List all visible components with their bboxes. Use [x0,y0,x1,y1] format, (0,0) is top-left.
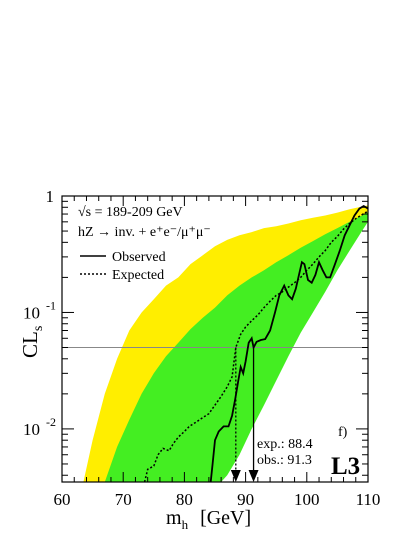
y-tick-label: 10 [23,420,40,439]
plot-frame [61,195,369,483]
x-tick-label: 80 [176,490,193,509]
x-tick-label: 100 [294,490,320,509]
y-tick-exponent: -1 [46,298,56,312]
observed-curve [209,204,368,482]
expected-limit-arrow-arrowhead [230,470,241,482]
expected-limit-label: exp.: 88.4 [257,437,313,452]
legend-energy-label: √s = 189-209 GeV [78,205,183,220]
observed-limit-label: obs.: 91.3 [257,453,312,468]
y-tick-exponent: -2 [46,415,56,429]
y-tick-label: 1 [46,187,55,206]
y-tick-label: 10 [23,303,40,322]
legend: √s = 189-209 GeV hZ → inv. + e⁺e⁻/μ⁺μ⁻ O… [78,205,211,283]
x-axis-title: mh [GeV] [166,507,251,532]
y-axis-title: CLs [18,326,46,358]
x-tick-label: 90 [237,490,254,509]
expected-curve [143,210,368,482]
legend-expected-label: Expected [112,268,164,283]
x-tick-label: 60 [54,490,71,509]
x-tick-label: 110 [356,490,381,509]
panel-label: f) [338,425,348,440]
experiment-logo: L3 [331,453,360,480]
band-1sigma [104,211,368,482]
observed-limit-arrow-arrowhead [248,470,259,482]
legend-observed-label: Observed [112,250,166,265]
legend-process-label: hZ → inv. + e⁺e⁻/μ⁺μ⁻ [78,225,211,240]
x-tick-label: 70 [115,490,132,509]
